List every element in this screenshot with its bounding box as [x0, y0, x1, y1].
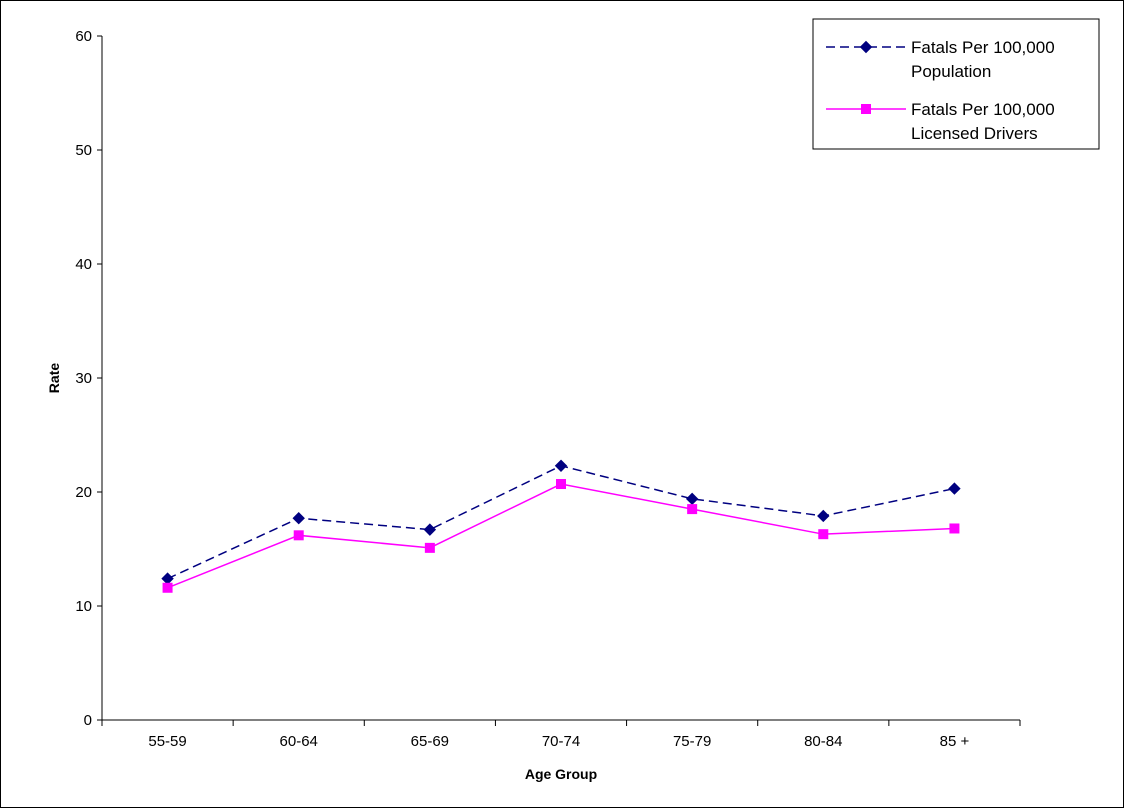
x-tick-label: 55-59: [148, 733, 186, 750]
data-point: [948, 482, 961, 495]
y-tick-label: 30: [75, 370, 92, 387]
y-tick-label: 40: [75, 256, 92, 273]
series-line: [167, 483, 955, 589]
data-point: [162, 582, 173, 593]
data-point: [685, 492, 699, 506]
data-point: [293, 530, 304, 541]
data-point: [817, 509, 830, 523]
data-point: [687, 504, 698, 515]
data-point: [292, 512, 305, 525]
data-point: [423, 523, 437, 536]
legend-marker: [859, 40, 873, 54]
y-tick-label: 10: [75, 598, 92, 615]
series-2: [162, 479, 960, 593]
x-tick-label: 75-79: [673, 733, 711, 750]
x-tick-label: 65-69: [411, 733, 449, 750]
data-point: [556, 479, 566, 490]
legend-box: [812, 18, 1100, 150]
y-axis-title: Rate: [46, 363, 62, 394]
y-tick-label: 0: [84, 712, 92, 729]
x-axis-title: Age Group: [525, 766, 597, 782]
x-tick-label: 85 +: [940, 733, 970, 750]
axes: 0 10 20 30 40 50 60 55-59 60-64 65-69 70-74 75-79 80…: [46, 28, 1021, 782]
y-tick-label: 60: [75, 28, 92, 45]
series-layer: [161, 459, 961, 593]
y-tick-label: 20: [75, 484, 92, 501]
data-point: [949, 523, 960, 534]
series-1: [161, 459, 961, 585]
legend: Fatals Per 100,000 Population Fatals Per 1…: [812, 18, 1100, 150]
legend-label: Fatals Per 100,000 Population: [911, 38, 1055, 81]
legend-marker: [861, 104, 871, 114]
data-point: [554, 459, 568, 472]
legend-label: Fatals Per 100,000 Licensed Drivers: [911, 100, 1055, 143]
y-tick-label: 50: [75, 142, 92, 159]
x-tick-label: 60-64: [280, 733, 318, 750]
x-tick-label: 70-74: [542, 733, 580, 750]
data-point: [424, 542, 435, 553]
x-tick-label: 80-84: [804, 733, 842, 750]
data-point: [161, 572, 174, 585]
data-point: [818, 529, 829, 540]
